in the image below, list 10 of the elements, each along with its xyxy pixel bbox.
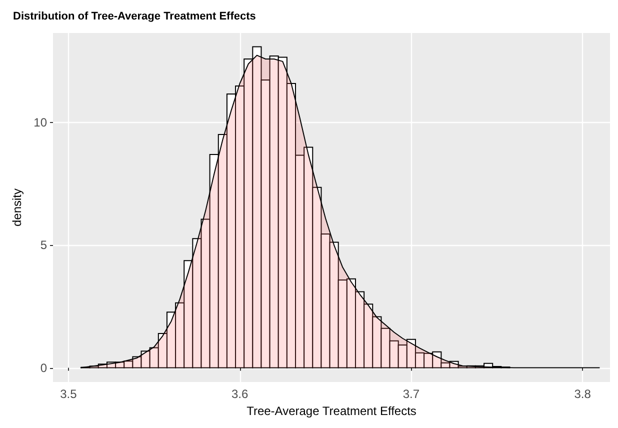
y-tick-label: 10: [34, 116, 48, 130]
x-axis-title: Tree-Average Treatment Effects: [246, 404, 416, 418]
y-axis-title: density: [10, 188, 24, 227]
y-tick-label: 0: [40, 360, 48, 375]
chart-title: Distribution of Tree-Average Treatment Effects: [13, 10, 256, 22]
x-tick-label: 3.7: [402, 387, 420, 401]
x-tick-label: 3.8: [574, 387, 592, 401]
x-tick-label: 3.5: [60, 387, 78, 401]
x-tick-label: 3.6: [231, 387, 248, 401]
y-tick-label: 5: [40, 238, 48, 252]
